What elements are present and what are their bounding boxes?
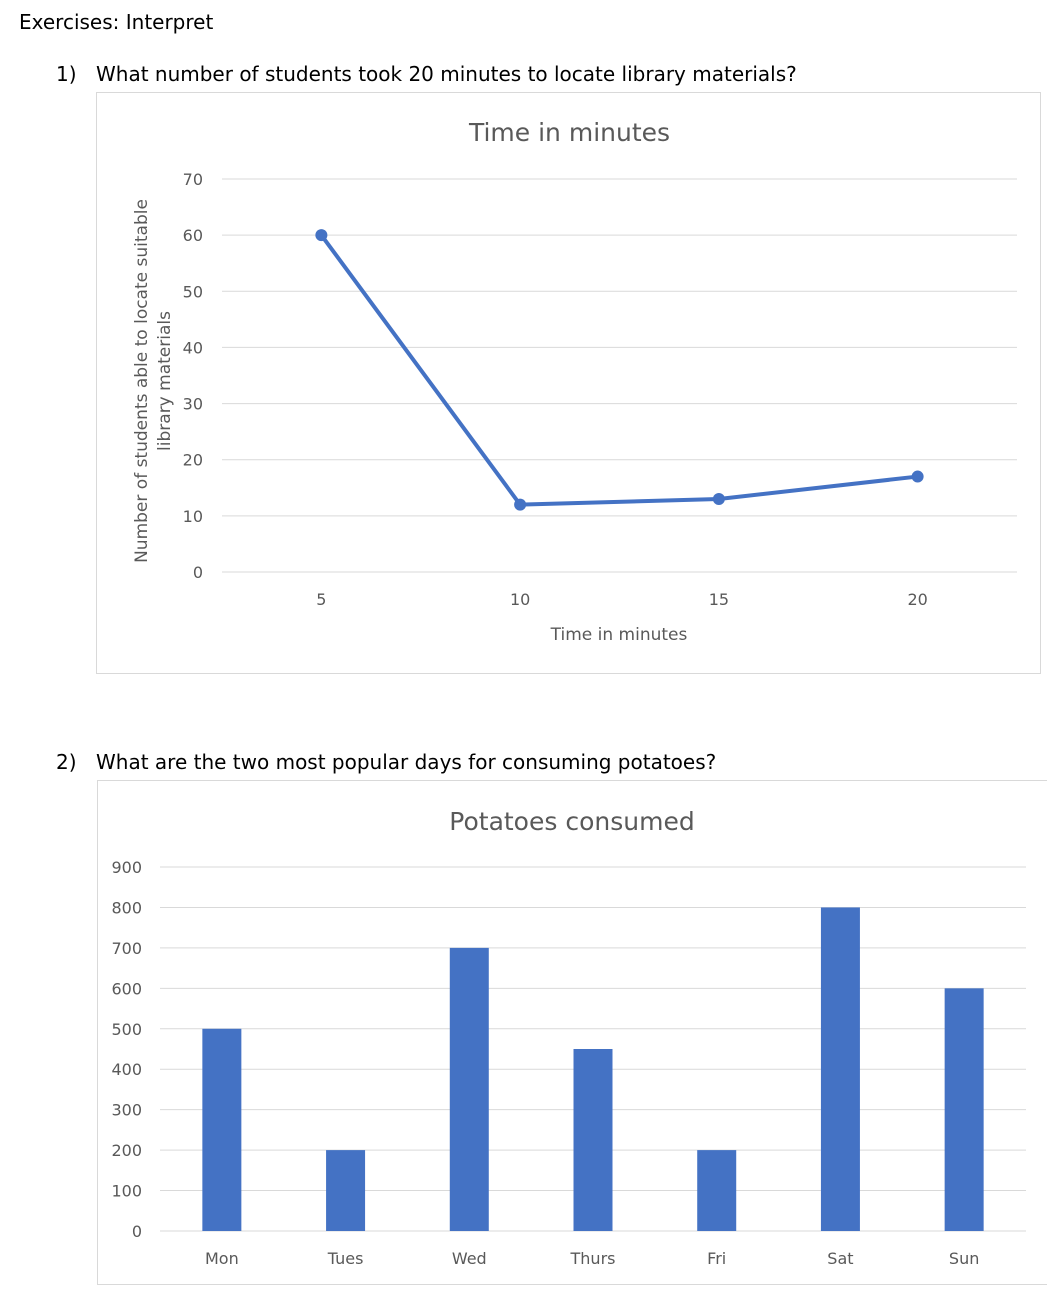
y-tick-label: 0 — [132, 1222, 142, 1241]
series-line — [319, 233, 920, 507]
x-tick-label: 15 — [709, 590, 729, 609]
y-axis-label-line: library materials — [155, 311, 175, 451]
y-tick-label: 40 — [183, 338, 203, 357]
y-tick-label: 60 — [183, 226, 203, 245]
x-tick-label: 10 — [510, 590, 530, 609]
bar — [820, 907, 860, 1231]
y-tick-label: 300 — [111, 1101, 142, 1120]
bar-chart-panel: Potatoes consumed 0 100 200 300 400 500 600 700 8… — [97, 780, 1047, 1285]
question-2-number: 2) — [56, 750, 77, 774]
y-tick-label: 100 — [111, 1182, 142, 1201]
bar — [697, 1150, 737, 1231]
y-tick-label: 400 — [111, 1060, 142, 1079]
data-point — [315, 229, 328, 242]
bar — [944, 988, 984, 1231]
line-chart: Time in minutes 0 10 20 30 40 50 60 70 5 10 15 20 Tim… — [132, 118, 1017, 645]
y-tick-label: 30 — [183, 395, 203, 414]
x-tick-label: Fri — [707, 1249, 726, 1268]
y-tick-label: 500 — [111, 1020, 142, 1039]
y-tick-label: 70 — [183, 170, 203, 189]
x-tick-label: Mon — [205, 1249, 239, 1268]
y-axis-label-line: Number of students able to locate suitab… — [132, 199, 152, 563]
bar — [202, 1028, 242, 1231]
question-2-text: What are the two most popular days for c… — [96, 750, 717, 774]
y-tick-label: 600 — [111, 979, 142, 998]
data-point — [514, 498, 527, 511]
bar — [326, 1150, 366, 1231]
question-1-text: What number of students took 20 minutes … — [96, 62, 797, 86]
y-axis-label: Number of students able to locate suitab… — [132, 199, 175, 563]
y-tick-label: 50 — [183, 282, 203, 301]
y-tick-label: 900 — [111, 858, 142, 877]
y-tick-label: 0 — [193, 563, 203, 582]
y-tick-label: 800 — [111, 898, 142, 917]
x-tick-label: Thurs — [570, 1249, 616, 1268]
x-tick-label: Sat — [827, 1249, 853, 1268]
bar — [573, 1049, 613, 1231]
x-axis-label: Time in minutes — [550, 625, 688, 645]
bar — [449, 947, 489, 1231]
chart-title: Time in minutes — [468, 118, 670, 147]
x-tick-label: Tues — [327, 1249, 364, 1268]
line-chart-panel: Time in minutes 0 10 20 30 40 50 60 70 5 10 15 20 Tim… — [96, 92, 1041, 674]
data-point — [911, 470, 924, 483]
x-tick-label: Wed — [452, 1249, 487, 1268]
y-tick-label: 20 — [183, 451, 203, 470]
page-heading: Exercises: Interpret — [19, 10, 214, 34]
data-point — [712, 493, 725, 506]
x-tick-label: 20 — [907, 590, 927, 609]
x-tick-label: Sun — [949, 1249, 979, 1268]
y-tick-label: 10 — [183, 507, 203, 526]
bar-chart: Potatoes consumed 0 100 200 300 400 500 600 700 8… — [111, 807, 1026, 1268]
x-tick-label: 5 — [316, 590, 326, 609]
chart-title: Potatoes consumed — [449, 807, 694, 836]
question-1-number: 1) — [56, 62, 77, 86]
y-tick-label: 200 — [111, 1141, 142, 1160]
y-tick-label: 700 — [111, 939, 142, 958]
